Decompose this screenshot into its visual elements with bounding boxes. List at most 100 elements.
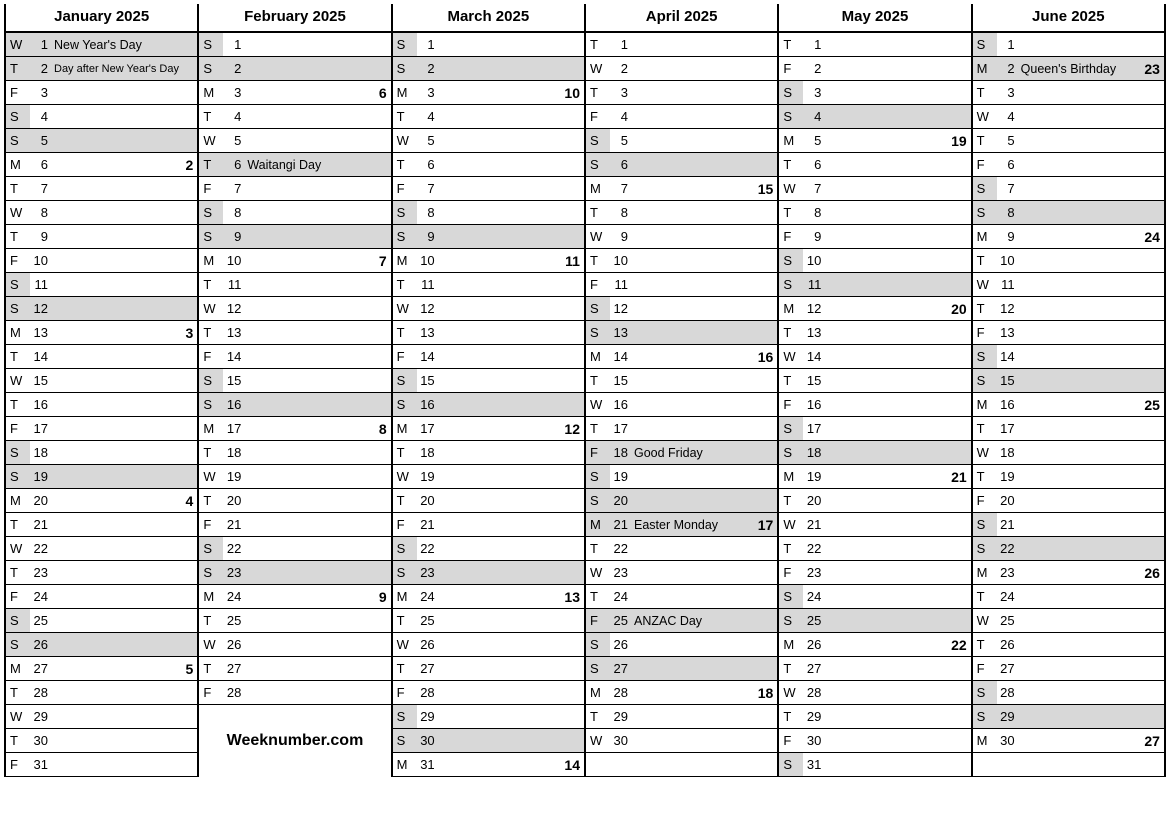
day-row: S2	[393, 57, 584, 81]
week-number: 19	[951, 133, 967, 149]
day-row: T20	[779, 489, 970, 513]
day-of-week: S	[779, 585, 801, 608]
day-number: 5	[608, 133, 628, 148]
day-row: T8	[586, 201, 777, 225]
day-number: 22	[801, 541, 821, 556]
day-of-week: W	[199, 633, 221, 656]
day-number: 8	[608, 205, 628, 220]
footer-cell: Weeknumber.com	[199, 705, 390, 777]
day-number: 1	[415, 37, 435, 52]
day-of-week: W	[779, 177, 801, 200]
day-of-week: F	[779, 561, 801, 584]
day-number: 4	[995, 109, 1015, 124]
day-row: W19	[393, 465, 584, 489]
day-row: F6	[973, 153, 1164, 177]
day-of-week: S	[199, 393, 221, 416]
day-row: T6	[393, 153, 584, 177]
day-number: 5	[28, 133, 48, 148]
day-row: W12	[199, 297, 390, 321]
day-of-week: S	[199, 561, 221, 584]
day-of-week: M	[199, 585, 221, 608]
day-row: F11	[586, 273, 777, 297]
day-number: 10	[28, 253, 48, 268]
day-number: 9	[28, 229, 48, 244]
day-row: T16	[6, 393, 197, 417]
day-number: 20	[28, 493, 48, 508]
day-of-week: S	[973, 513, 995, 536]
day-of-week: S	[973, 369, 995, 392]
day-row: W15	[6, 369, 197, 393]
holiday-label: Easter Monday	[628, 518, 718, 532]
day-number: 24	[608, 589, 628, 604]
day-of-week: T	[779, 153, 801, 176]
day-of-week: S	[6, 297, 28, 320]
day-row: S7	[973, 177, 1164, 201]
day-of-week: S	[779, 249, 801, 272]
day-number: 28	[28, 685, 48, 700]
day-row: S10	[779, 249, 970, 273]
day-number: 25	[415, 613, 435, 628]
day-row: F23	[779, 561, 970, 585]
day-of-week: S	[199, 537, 221, 560]
day-row: F13	[973, 321, 1164, 345]
empty-cell	[973, 753, 1164, 777]
week-number: 13	[564, 589, 580, 605]
day-of-week: S	[973, 345, 995, 368]
day-number: 5	[221, 133, 241, 148]
day-number: 1	[608, 37, 628, 52]
day-of-week: S	[586, 321, 608, 344]
day-of-week: S	[6, 129, 28, 152]
day-number: 19	[221, 469, 241, 484]
day-of-week: F	[199, 177, 221, 200]
day-row: W30	[586, 729, 777, 753]
day-of-week: T	[393, 105, 415, 128]
day-of-week: S	[199, 201, 221, 224]
day-row: S19	[6, 465, 197, 489]
day-row: T3	[586, 81, 777, 105]
day-of-week: T	[6, 57, 28, 80]
day-row: S8	[393, 201, 584, 225]
day-of-week: T	[779, 489, 801, 512]
day-number: 13	[608, 325, 628, 340]
day-of-week: M	[973, 57, 995, 80]
day-of-week: S	[199, 57, 221, 80]
month-column: May 2025T1F2S3S4M519T6W7T8F9S10S11M1220T…	[777, 4, 970, 777]
day-row: F9	[779, 225, 970, 249]
day-number: 7	[221, 181, 241, 196]
day-number: 14	[415, 349, 435, 364]
day-row: T2Day after New Year's Day	[6, 57, 197, 81]
day-of-week: S	[586, 657, 608, 680]
day-number: 27	[801, 661, 821, 676]
day-of-week: M	[199, 249, 221, 272]
day-row: M133	[6, 321, 197, 345]
week-number: 16	[758, 349, 774, 365]
day-of-week: T	[6, 393, 28, 416]
day-row: T22	[779, 537, 970, 561]
day-number: 11	[801, 277, 821, 292]
day-of-week: M	[973, 225, 995, 248]
day-of-week: W	[199, 129, 221, 152]
day-number: 9	[608, 229, 628, 244]
day-row: S15	[973, 369, 1164, 393]
day-row: M3027	[973, 729, 1164, 753]
day-row: T4	[393, 105, 584, 129]
day-row: T15	[586, 369, 777, 393]
day-number: 11	[415, 277, 435, 292]
day-of-week: T	[6, 345, 28, 368]
day-row: T29	[779, 705, 970, 729]
day-of-week: M	[6, 489, 28, 512]
day-of-week: T	[586, 249, 608, 272]
day-of-week: M	[393, 753, 415, 776]
week-number: 21	[951, 469, 967, 485]
day-number: 15	[28, 373, 48, 388]
day-row: S23	[393, 561, 584, 585]
holiday-label: Waitangi Day	[241, 158, 321, 172]
day-row: M1712	[393, 417, 584, 441]
day-of-week: W	[779, 681, 801, 704]
day-number: 16	[995, 397, 1015, 412]
day-row: S5	[586, 129, 777, 153]
day-number: 3	[995, 85, 1015, 100]
day-row: S11	[6, 273, 197, 297]
day-number: 4	[801, 109, 821, 124]
day-row: S21	[973, 513, 1164, 537]
